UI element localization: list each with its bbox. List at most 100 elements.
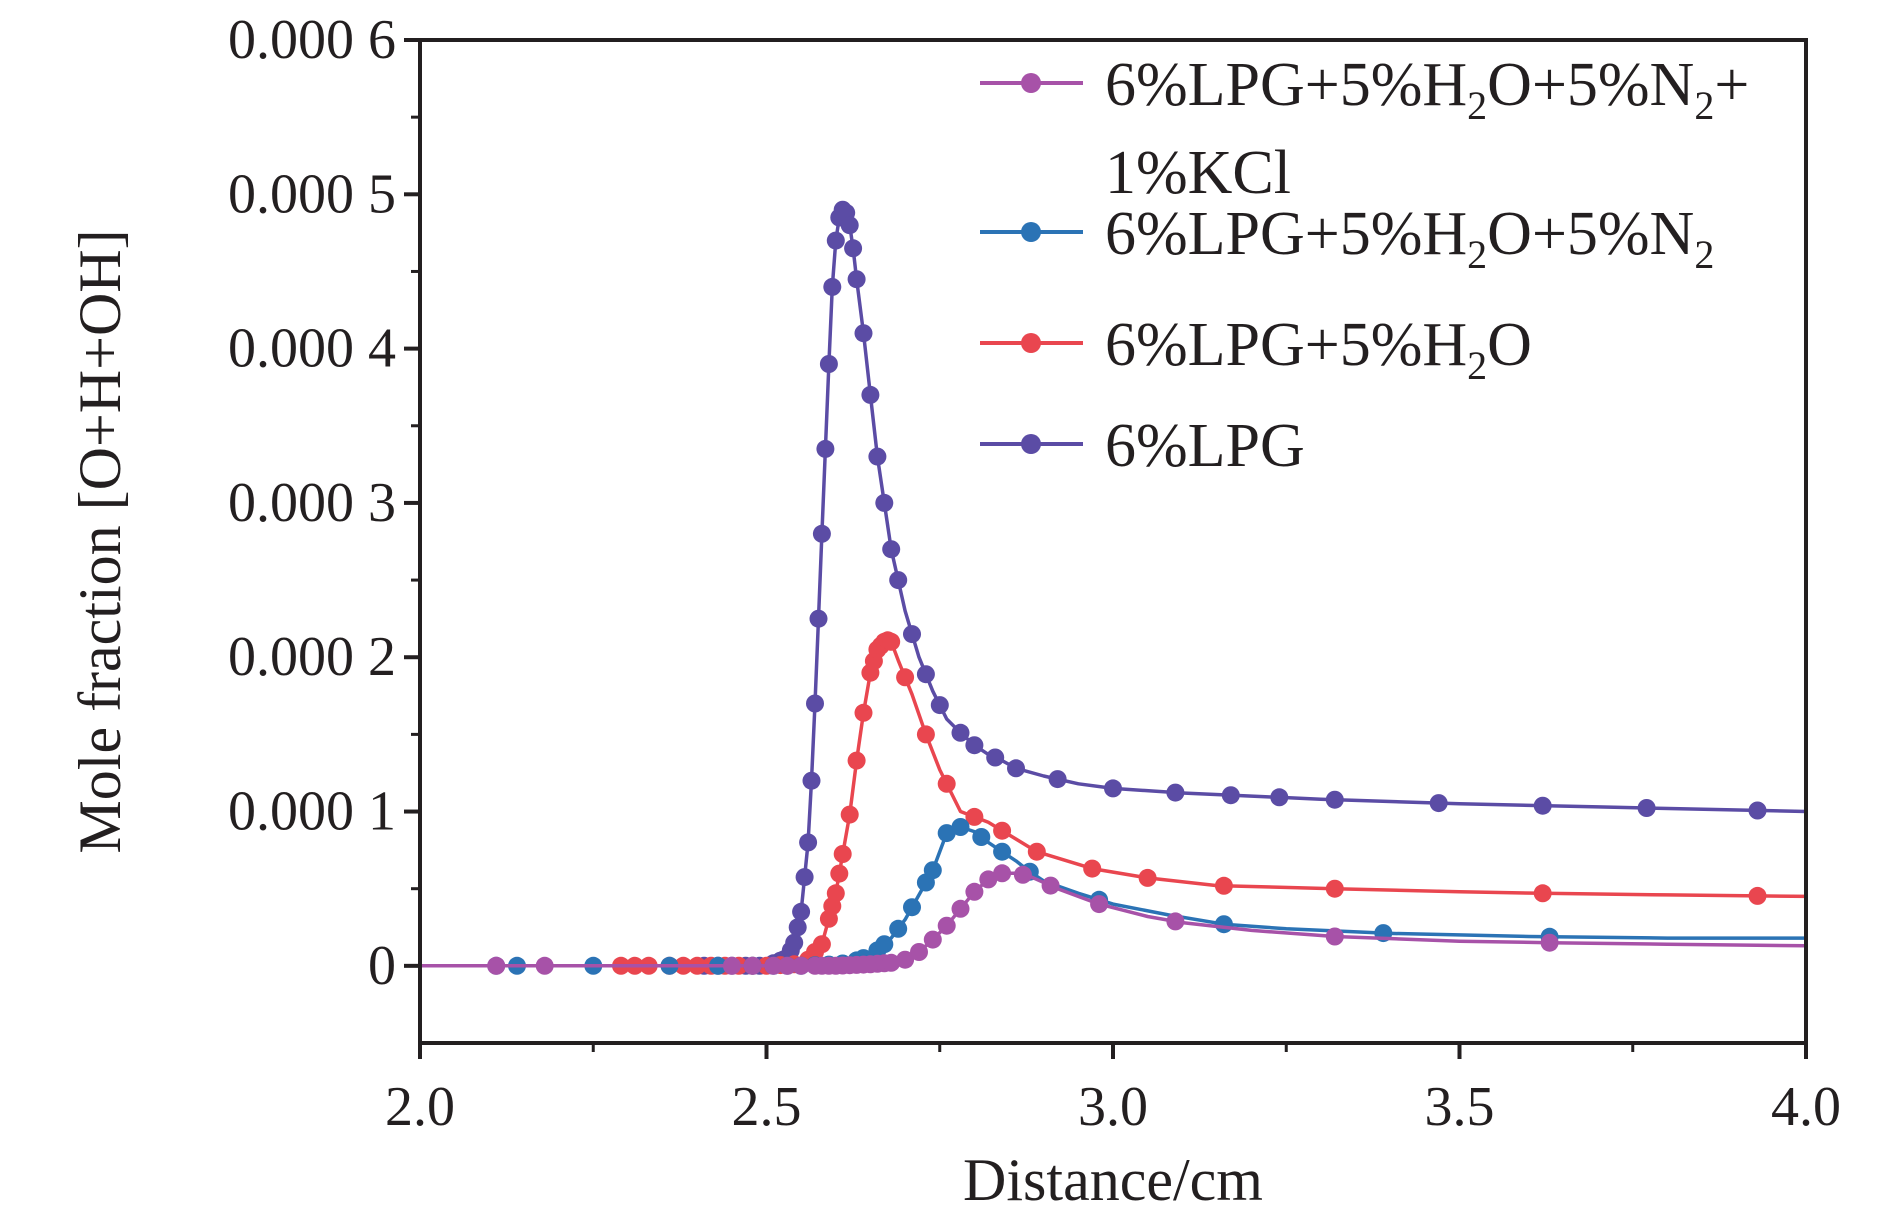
data-point	[1013, 865, 1032, 884]
data-point	[840, 216, 859, 235]
data-point	[847, 270, 866, 289]
data-point	[875, 493, 894, 512]
y-tick-label: 0.000 4	[228, 318, 396, 380]
data-point	[937, 774, 956, 793]
data-point	[937, 824, 956, 843]
data-point	[903, 898, 921, 917]
data-point	[1748, 801, 1767, 820]
x-tick-label: 3.0	[1078, 1076, 1148, 1138]
data-point	[923, 861, 942, 880]
series-line	[420, 871, 1806, 968]
data-point	[1166, 912, 1185, 931]
data-point	[923, 930, 942, 949]
data-point	[535, 956, 554, 975]
legend-item: 6%LPG+5%H2O+5%N2	[980, 200, 1714, 277]
data-point	[1048, 770, 1067, 789]
legend-marker	[1021, 222, 1041, 242]
data-point	[806, 694, 824, 713]
data-point	[819, 355, 838, 373]
data-point	[833, 845, 852, 863]
x-tick-label: 3.5	[1425, 1076, 1495, 1138]
data-point	[889, 571, 908, 590]
data-point	[882, 540, 901, 559]
y-tick-label: 0.000 2	[228, 626, 396, 688]
legend-label: 6%LPG+5%H2O+5%N2+	[1105, 51, 1749, 128]
data-point	[889, 919, 908, 938]
data-point	[882, 953, 901, 972]
y-axis: 0 0.000 1 0.000 2 0.000 3 0.000 4 0.000 5 0.00…	[228, 9, 420, 997]
data-point	[1214, 915, 1233, 934]
data-point	[875, 935, 894, 954]
series-0	[420, 864, 1806, 975]
data-point	[823, 277, 842, 296]
data-point	[965, 882, 984, 901]
legend-marker	[1021, 333, 1041, 353]
data-point	[937, 916, 956, 935]
data-point	[1027, 842, 1046, 861]
data-point	[722, 956, 741, 975]
series-1	[420, 818, 1806, 975]
data-point	[868, 447, 887, 466]
data-point	[778, 956, 797, 975]
data-point	[1104, 779, 1122, 798]
legend-marker	[1021, 434, 1041, 454]
data-point	[840, 805, 859, 824]
data-point	[809, 609, 828, 628]
data-point	[993, 864, 1012, 883]
y-tick-label: 0.000 6	[228, 9, 396, 71]
legend-label: 6%LPG	[1105, 412, 1305, 480]
legend-label: 1%KCl	[1105, 139, 1291, 207]
data-point	[979, 870, 998, 889]
data-point	[972, 828, 991, 846]
data-point	[930, 696, 949, 715]
data-point	[826, 884, 845, 903]
data-point	[1325, 927, 1344, 946]
series-layer	[420, 200, 1806, 975]
legend-item: 6%LPG	[980, 412, 1305, 480]
data-point	[965, 807, 984, 826]
data-point	[965, 736, 984, 755]
x-tick-label: 2.0	[385, 1076, 455, 1138]
data-point	[802, 771, 821, 790]
series-2	[420, 631, 1806, 975]
data-point	[1214, 876, 1233, 895]
data-point	[1325, 879, 1344, 898]
data-point	[1221, 786, 1240, 805]
data-point	[764, 956, 783, 975]
data-point	[861, 385, 880, 404]
data-point	[847, 751, 866, 770]
data-point	[882, 632, 901, 651]
x-tick-label: 4.0	[1771, 1076, 1841, 1138]
series-line	[420, 638, 1806, 968]
data-point	[916, 665, 935, 684]
legend-marker	[1021, 73, 1041, 93]
data-point	[951, 899, 970, 918]
x-axis-title: Distance/cm	[963, 1147, 1263, 1213]
data-point	[812, 524, 831, 543]
x-tick-label: 2.5	[732, 1076, 802, 1138]
data-point	[816, 439, 835, 458]
y-tick-label: 0	[368, 935, 396, 997]
data-point	[1270, 788, 1289, 807]
legend-label: 6%LPG+5%H2O+5%N2	[1105, 200, 1714, 277]
data-point	[1007, 759, 1025, 778]
data-point	[788, 918, 807, 937]
y-tick-label: 0.000 1	[228, 781, 396, 843]
data-point	[910, 943, 928, 961]
data-point	[487, 956, 506, 975]
data-point	[812, 935, 831, 954]
data-point	[1083, 859, 1102, 878]
data-point	[743, 956, 762, 975]
data-point	[896, 668, 915, 687]
y-axis-title: Mole fraction [O+H+OH]	[67, 229, 133, 853]
data-point	[1533, 796, 1552, 815]
data-point	[916, 725, 935, 744]
data-point	[1166, 783, 1185, 802]
data-point	[951, 723, 970, 742]
data-point	[1748, 886, 1767, 905]
data-point	[785, 933, 804, 952]
data-point	[993, 821, 1012, 840]
data-point	[986, 748, 1005, 767]
